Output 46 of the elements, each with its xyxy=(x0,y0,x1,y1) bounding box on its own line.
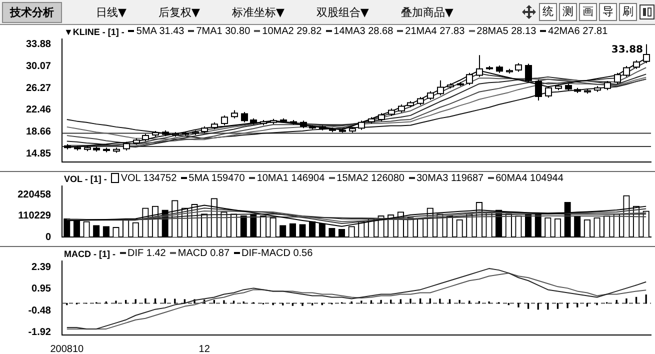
y-tick-label: 220458 xyxy=(18,189,52,200)
chart-title: MACD - [1] - xyxy=(64,248,116,258)
y-tick-label: 26.27 xyxy=(26,82,52,94)
x-tick-label: 12 xyxy=(198,344,210,354)
text: 导 xyxy=(599,3,617,21)
legend-label: 7MA1 30.80 xyxy=(195,26,250,37)
text: 标准坐标▼ xyxy=(232,4,284,20)
y-tick-label: 0 xyxy=(45,232,52,243)
y-tick-label: 2.39 xyxy=(32,262,52,273)
text: 测 xyxy=(559,3,577,21)
text: 日线▼ xyxy=(96,4,126,20)
legend-label: 15MA2 126080 xyxy=(336,173,404,184)
legend-label: 60MA4 104944 xyxy=(494,173,564,184)
y-tick-label: 18.66 xyxy=(26,126,52,138)
text: 画 xyxy=(579,3,597,21)
y-tick-label: 33.88 xyxy=(26,39,52,50)
chart-title: ▼KLINE - [1] - xyxy=(64,26,124,36)
text: 技术分析 xyxy=(2,2,62,22)
legend-label: MACD 0.87 xyxy=(176,248,230,259)
legend-label: 14MA3 28.68 xyxy=(332,26,394,37)
text: 刷 xyxy=(619,3,637,21)
legend-label: 10MA1 146904 xyxy=(256,173,325,184)
legend-label: 21MA4 27.83 xyxy=(404,26,465,37)
legend-label: VOL 134752 xyxy=(120,173,177,184)
chart-title: VOL - [1] - xyxy=(64,174,107,184)
y-tick-label: -0.48 xyxy=(28,305,52,316)
legend-label: 30MA3 119687 xyxy=(416,173,484,184)
text: 双股组合▼ xyxy=(316,4,369,20)
y-tick-label: 0.95 xyxy=(32,284,52,295)
legend-label: DIF 1.42 xyxy=(126,248,166,259)
y-tick-label: 14.85 xyxy=(26,148,52,160)
legend-label: 28MA5 28.13 xyxy=(476,26,536,37)
x-tick-label: 200810 xyxy=(50,344,84,354)
legend-label: 5MA 159470 xyxy=(188,173,245,184)
annotation: 33.88 xyxy=(611,44,644,56)
y-tick-label: 110229 xyxy=(18,210,52,222)
legend-label: 5MA 31.43 xyxy=(135,26,184,37)
text: 后复权▼ xyxy=(158,4,200,20)
legend-label: 42MA6 27.81 xyxy=(547,26,608,37)
y-tick-label: 22.46 xyxy=(26,104,52,116)
y-tick-label: 30.07 xyxy=(26,60,52,72)
y-tick-label: -1.92 xyxy=(28,327,52,338)
text: 叠加商品▼ xyxy=(400,4,454,20)
text: 统 xyxy=(539,3,557,21)
legend-label: 10MA2 29.82 xyxy=(261,26,322,37)
legend-label: DIF-MACD 0.56 xyxy=(240,248,313,259)
